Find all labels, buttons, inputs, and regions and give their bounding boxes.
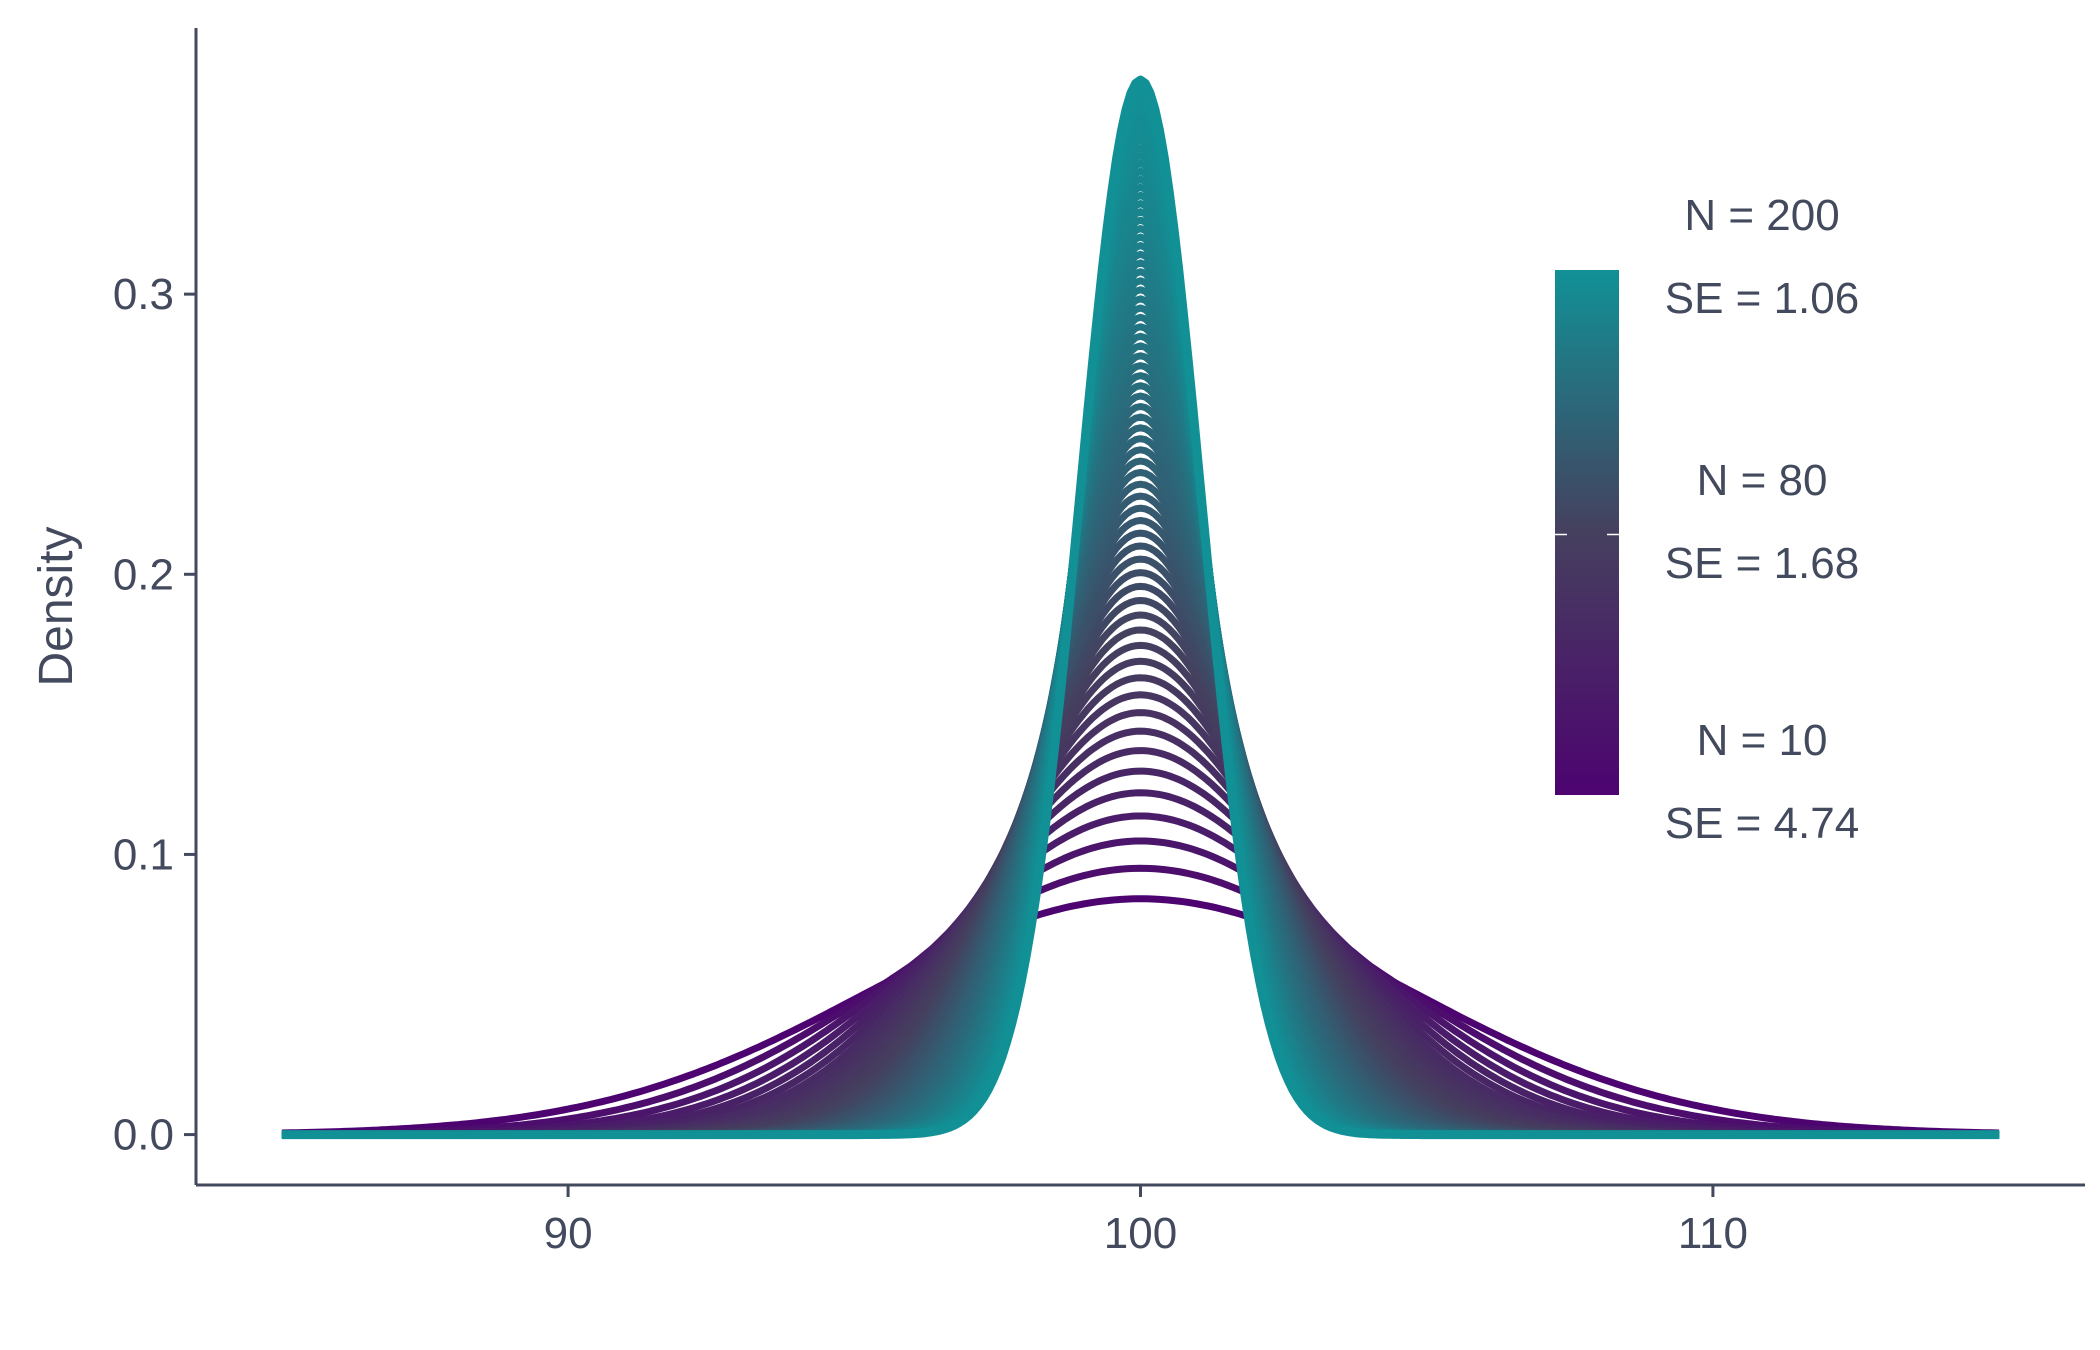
colorbar-label-se: SE = 1.68 xyxy=(1665,539,1859,588)
colorbar-label-n: N = 80 xyxy=(1697,456,1828,505)
x-tick-label: 110 xyxy=(1678,1209,1748,1258)
y-tick-label: 0.3 xyxy=(113,270,174,319)
density-curve xyxy=(281,233,2000,1139)
axes: 90 100 110 0.0 0.1 0.2 0.3 Density xyxy=(30,28,2085,1258)
density-curve xyxy=(281,569,2000,1139)
colorbar xyxy=(1555,270,1619,795)
density-curve xyxy=(281,895,2000,1137)
density-curve xyxy=(281,837,2000,1138)
density-curve xyxy=(281,864,2000,1138)
colorbar-label-n: N = 10 xyxy=(1697,716,1828,765)
density-curve xyxy=(281,709,2000,1139)
density-curve xyxy=(281,413,2000,1139)
y-tick-label: 0.1 xyxy=(113,830,174,879)
colorbar-label-se: SE = 4.74 xyxy=(1665,799,1859,848)
y-axis-title: Density xyxy=(30,526,83,686)
x-tick-label: 90 xyxy=(544,1209,593,1258)
x-tick-label: 100 xyxy=(1104,1209,1177,1258)
colorbar-legend: N = 200 SE = 1.06 N = 80 SE = 1.68 N = 10 SE … xyxy=(1555,191,1859,848)
density-curve xyxy=(281,626,2000,1139)
density-curve xyxy=(281,268,2000,1139)
density-curve xyxy=(281,75,2000,1140)
colorbar-label-n: N = 200 xyxy=(1684,191,1839,240)
density-curve xyxy=(281,812,2000,1138)
density-curve xyxy=(281,582,2000,1139)
y-tick-label: 0.0 xyxy=(113,1111,174,1160)
colorbar-label-se: SE = 1.06 xyxy=(1665,274,1859,323)
y-tick-label: 0.2 xyxy=(113,550,174,599)
density-bands xyxy=(281,75,2000,1140)
density-curve xyxy=(281,208,2000,1139)
